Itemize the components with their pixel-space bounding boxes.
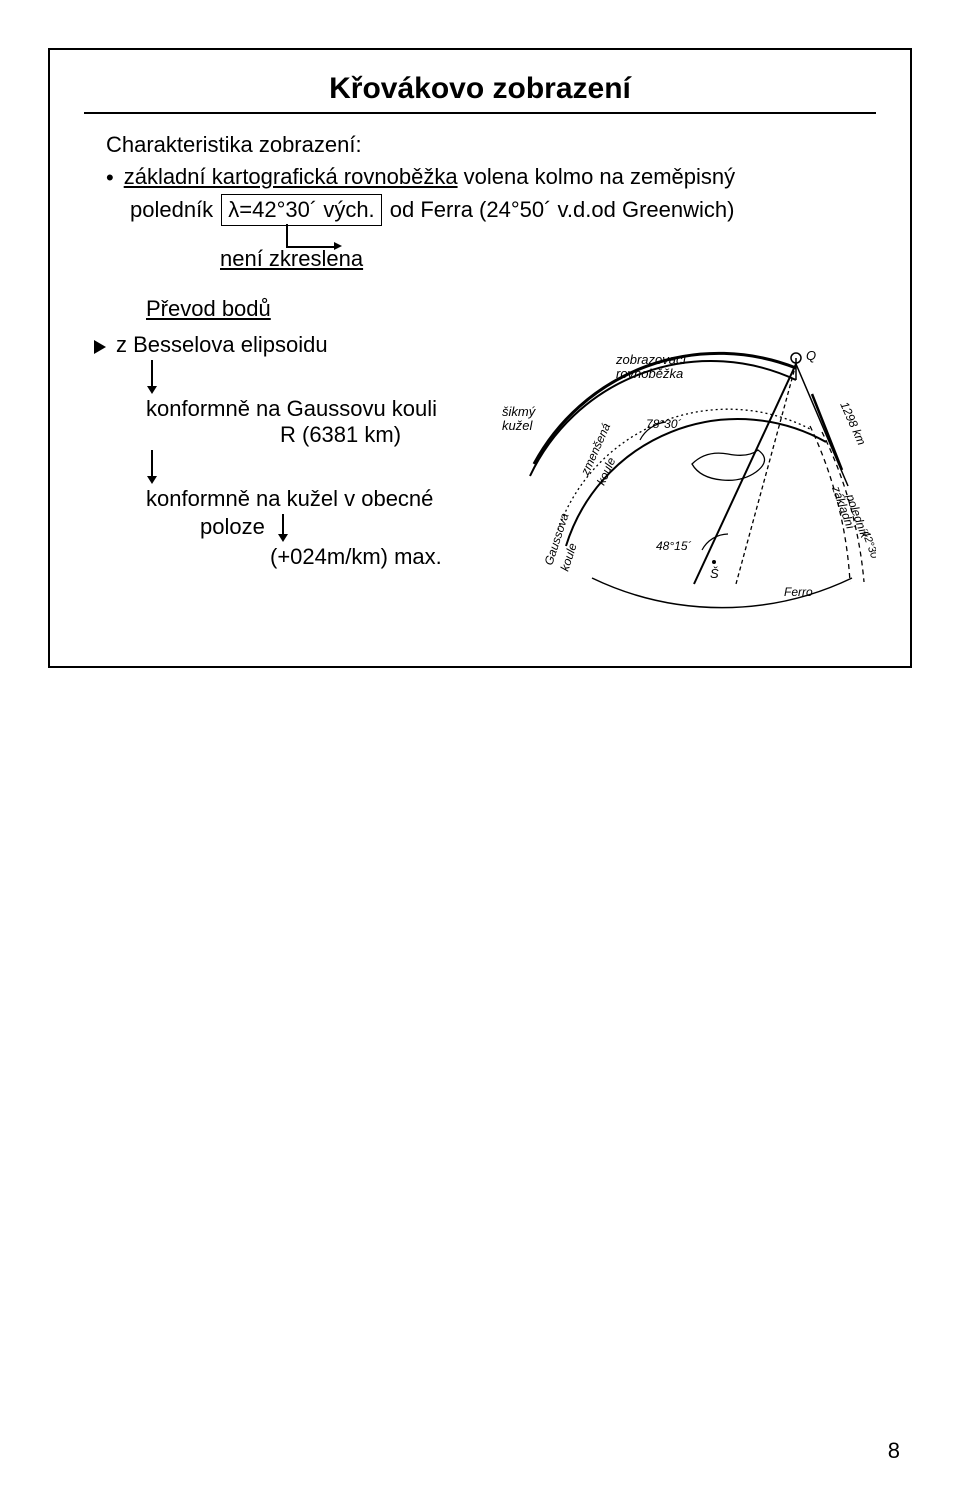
lbl-4815: 48°15´ (656, 539, 692, 553)
lbl-rovnobezka: rovnoběžka (616, 366, 683, 381)
lbl-zobrazovaci: zobrazovací (615, 352, 687, 367)
bullet-1-line2: poledník λ=42°30´ vých. od Ferra (24°50´… (130, 194, 910, 226)
lbl-1298: 1298 km (837, 400, 869, 448)
subheading: Převod bodů (146, 296, 910, 322)
bullet-dot-icon: • (106, 164, 114, 192)
triangle-bullet-icon (94, 340, 106, 354)
diagram-svg: zobrazovací rovnoběžka šikmý kužel Q 78°… (496, 346, 876, 616)
bullet-1-text: základní kartografická rovnoběžka volena… (124, 164, 735, 190)
arrow-head-icon (334, 242, 342, 250)
projection-diagram: zobrazovací rovnoběžka šikmý kužel Q 78°… (496, 346, 876, 616)
page-number: 8 (888, 1438, 900, 1464)
arrow-shaft-h (286, 246, 334, 248)
lbl-kuzel: kužel (502, 418, 533, 433)
lambda-box: λ=42°30´ vých. (221, 194, 381, 226)
section-heading: Charakteristika zobrazení: (106, 132, 910, 158)
lbl-7830: 78°30´ (646, 417, 682, 431)
slide-frame: Křovákovo zobrazení Charakteristika zobr… (48, 48, 912, 668)
slide-title: Křovákovo zobrazení (70, 72, 890, 106)
item-cone-2-text: poloze (200, 514, 265, 539)
lbl-ferro: Ferro (784, 585, 813, 599)
lbl-sikmy: šikmý (502, 404, 537, 419)
not-distorted: není zkreslena (220, 246, 910, 272)
arrow-shaft-v (286, 224, 288, 246)
item-bessel-text: z Besselova elipsoidu (116, 332, 328, 357)
bullet-1-line2b: od Ferra (24°50´ v.d.od Greenwich) (384, 197, 735, 222)
bullet-1-underlined: základní kartografická rovnoběžka (124, 164, 458, 189)
bullet-1: • základní kartografická rovnoběžka vole… (106, 164, 910, 192)
bullet-1-line2a: poledník (130, 197, 219, 222)
title-rule (84, 112, 876, 114)
bullet-1-rest: volena kolmo na zeměpisný (458, 164, 736, 189)
lbl-4230: 42°30´ (859, 529, 876, 564)
lbl-q: Q (806, 348, 816, 363)
lbl-s: Š (710, 566, 719, 581)
